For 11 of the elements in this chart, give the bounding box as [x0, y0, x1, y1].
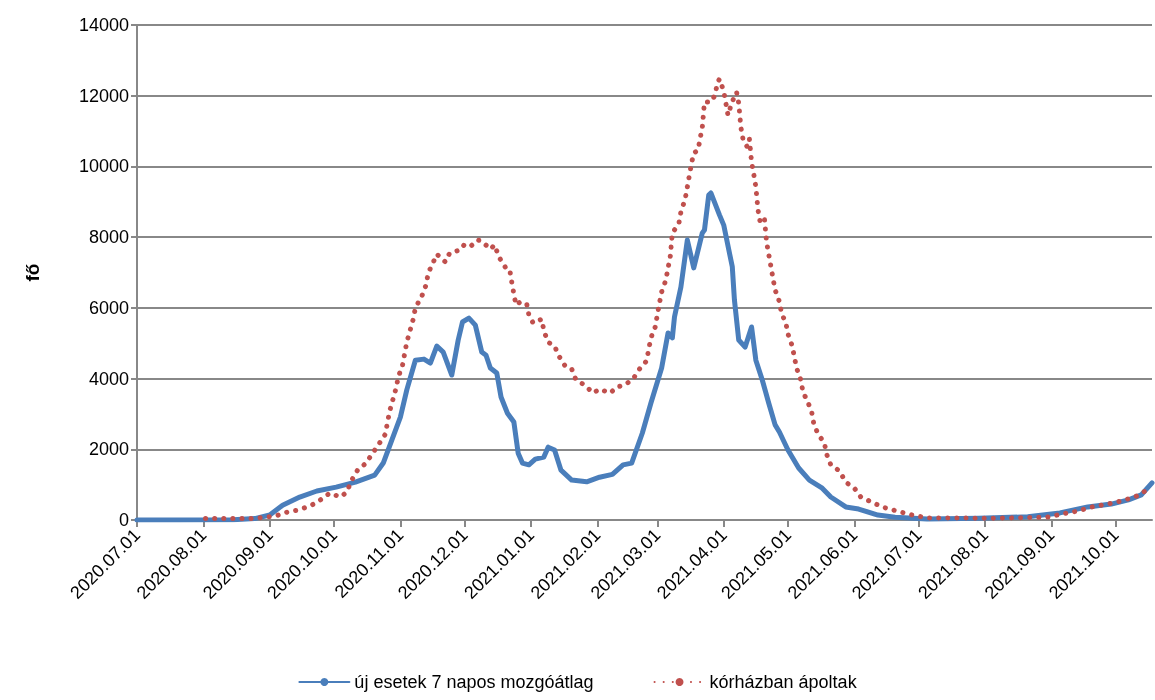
y-tick-label: 0 — [118, 510, 129, 530]
y-tick-label: 14000 — [78, 15, 129, 35]
y-tick-label: 4000 — [88, 368, 129, 389]
legend-label: kórházban ápoltak — [709, 672, 858, 692]
y-tick-label: 10000 — [78, 156, 129, 177]
y-tick-label: 6000 — [88, 297, 129, 318]
y-tick-label: 8000 — [88, 227, 129, 248]
y-axis-title: fő — [22, 263, 43, 282]
legend-label: új esetek 7 napos mozgóátlag — [354, 672, 594, 692]
y-tick-label: 12000 — [78, 85, 129, 106]
y-tick-label: 2000 — [88, 439, 129, 460]
